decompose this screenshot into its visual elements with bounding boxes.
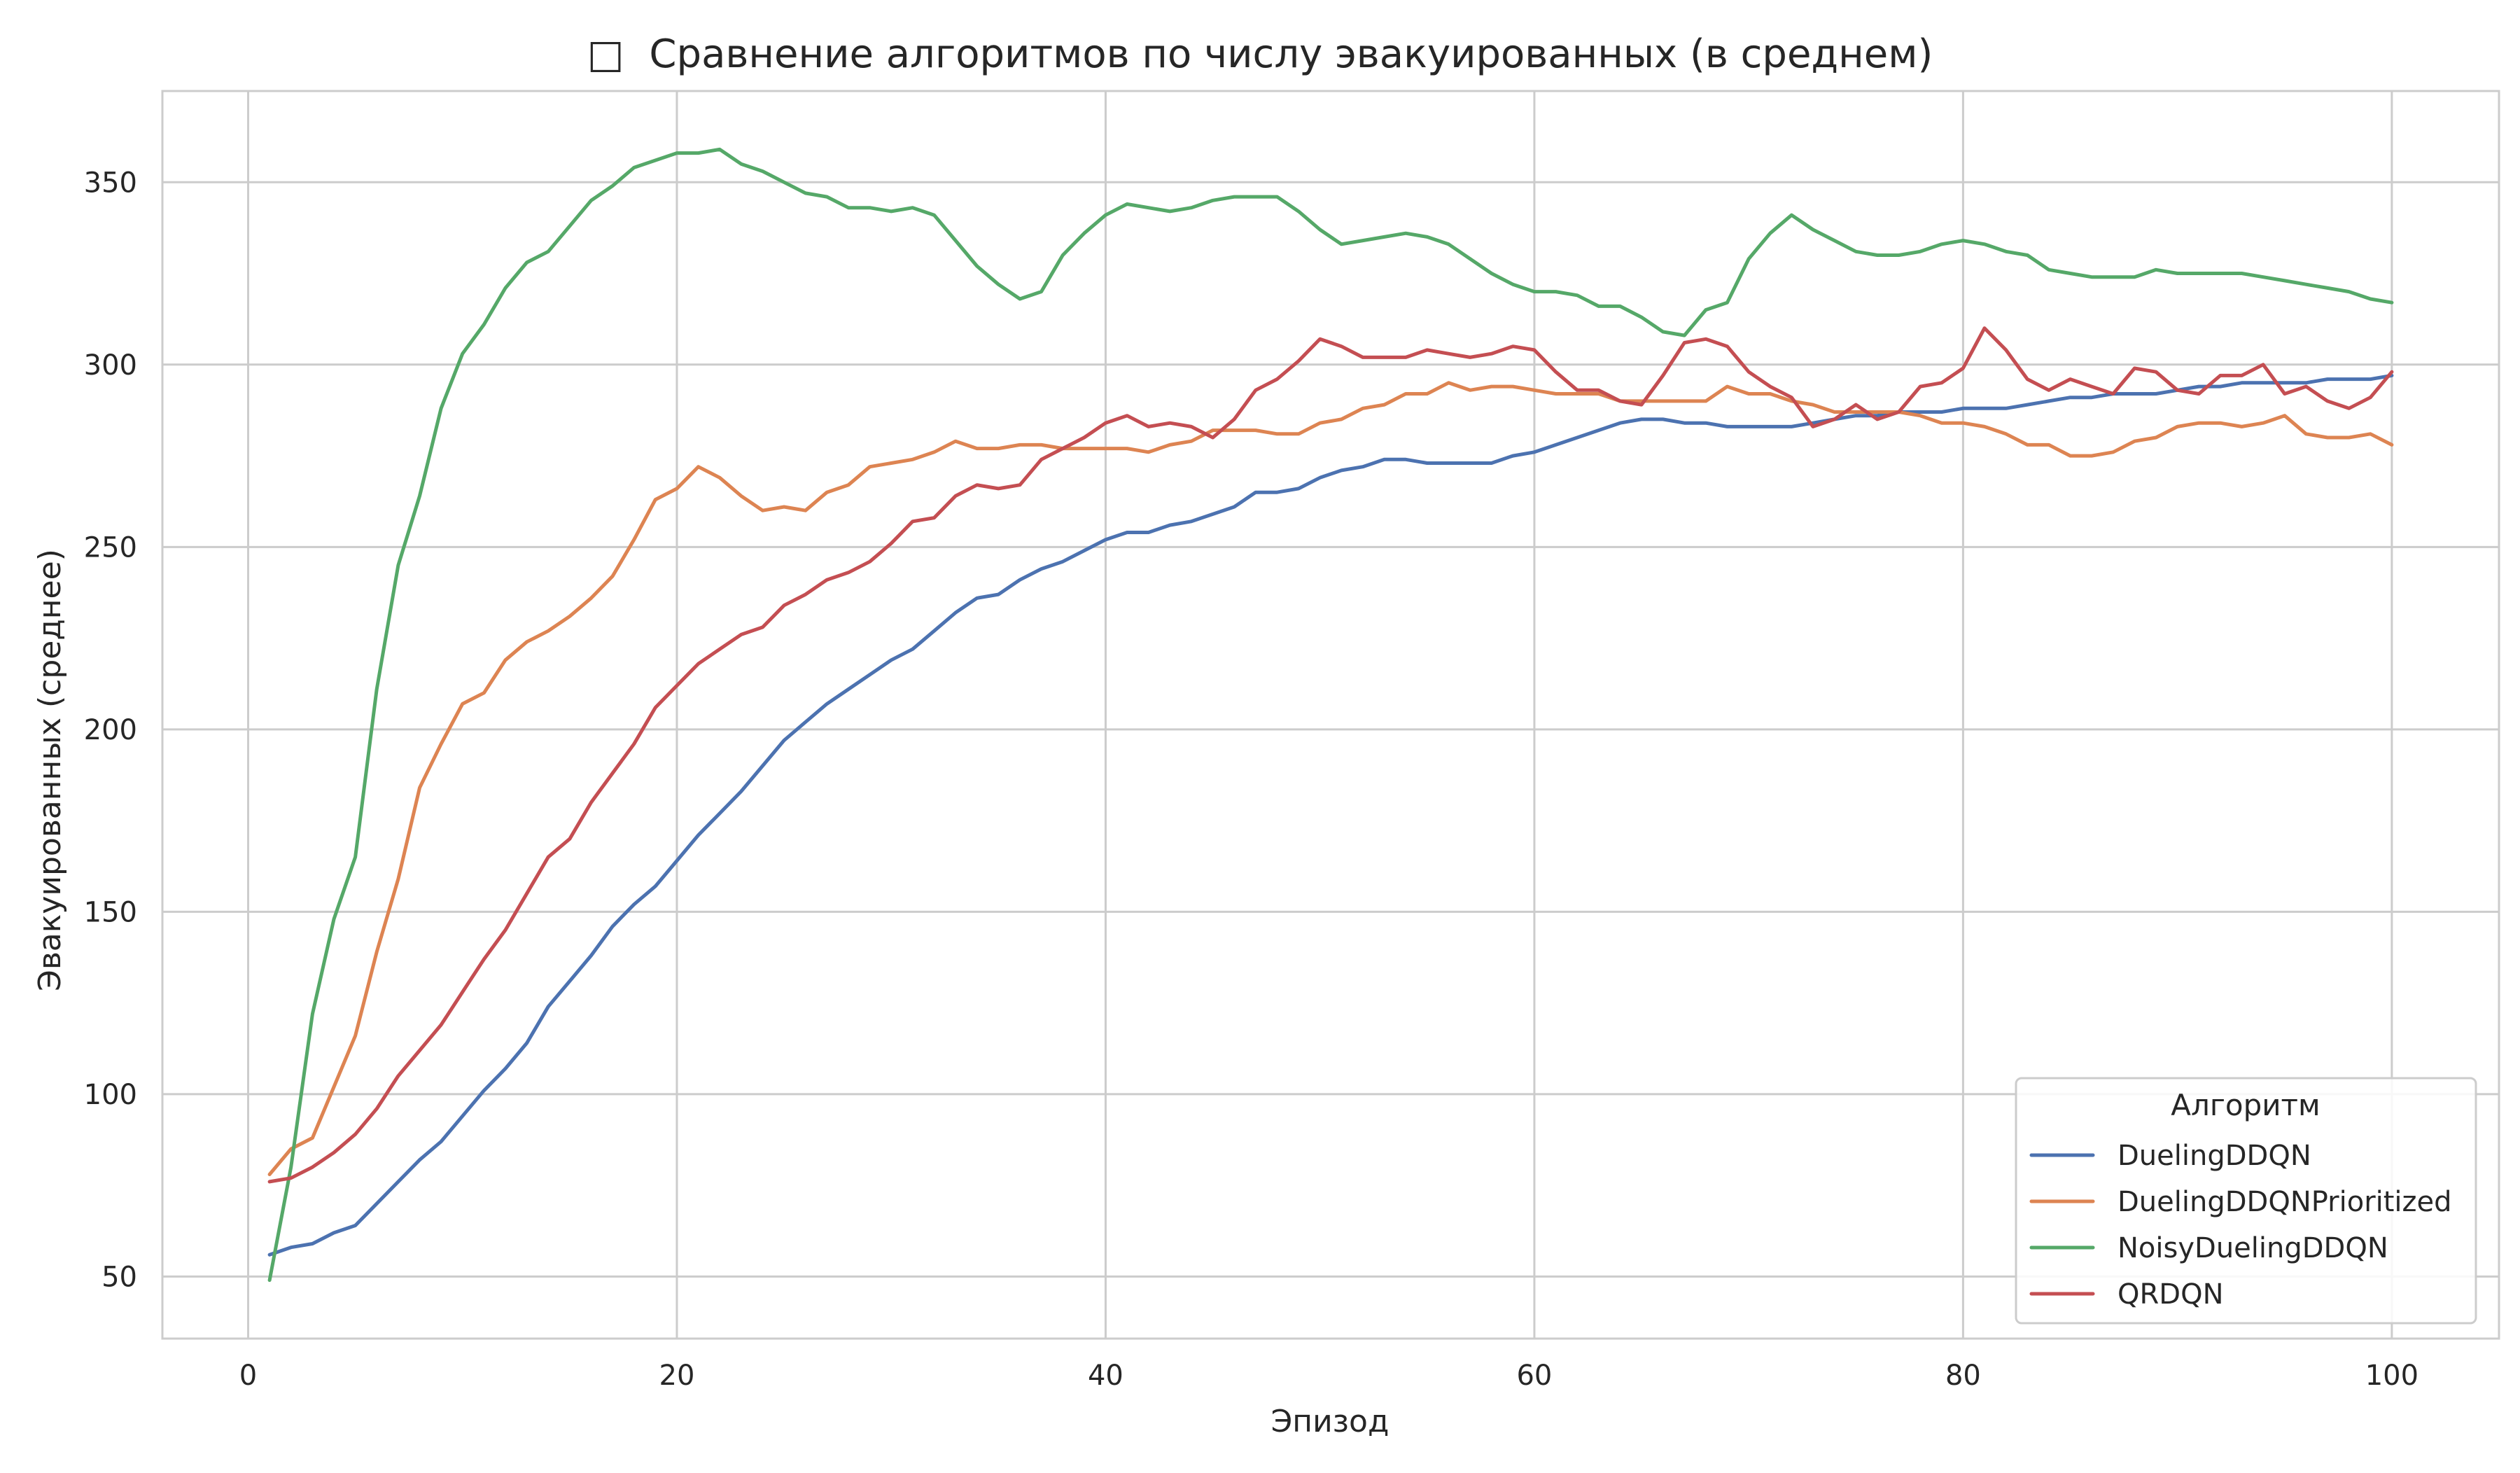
x-tick-label: 100	[2365, 1360, 2418, 1392]
legend-label: NoisyDuelingDDQN	[2118, 1232, 2388, 1264]
legend: Алгоритм DuelingDDQN DuelingDDQNPrioritiz…	[2016, 1078, 2476, 1323]
title-icon: □	[587, 32, 624, 77]
y-tick-label: 100	[84, 1079, 137, 1111]
y-tick-label: 300	[84, 349, 137, 382]
y-tick-label: 200	[84, 714, 137, 746]
x-tick-label: 0	[239, 1360, 257, 1392]
legend-label: DuelingDDQN	[2118, 1140, 2311, 1172]
x-tick-label: 20	[659, 1360, 695, 1392]
x-axis-label: Эпизод	[1271, 1404, 1390, 1439]
title-label: Сравнение алгоритмов по числу эвакуирова…	[649, 32, 1933, 77]
legend-title: Алгоритм	[2171, 1088, 2320, 1122]
x-tick-label: 80	[1945, 1360, 1981, 1392]
chart-title: □ Сравнение алгоритмов по числу эвакуиро…	[587, 32, 1933, 77]
y-tick-label: 350	[84, 167, 137, 199]
x-tick-label: 60	[1516, 1360, 1552, 1392]
y-tick-label: 50	[102, 1261, 137, 1293]
y-tick-label: 250	[84, 531, 137, 564]
y-axis-label: Эвакуированных (среднее)	[32, 549, 68, 991]
legend-label: QRDQN	[2118, 1278, 2223, 1311]
y-tick-label: 150	[84, 896, 137, 928]
legend-label: DuelingDDQNPrioritized	[2118, 1186, 2452, 1218]
x-tick-label: 40	[1088, 1360, 1124, 1392]
